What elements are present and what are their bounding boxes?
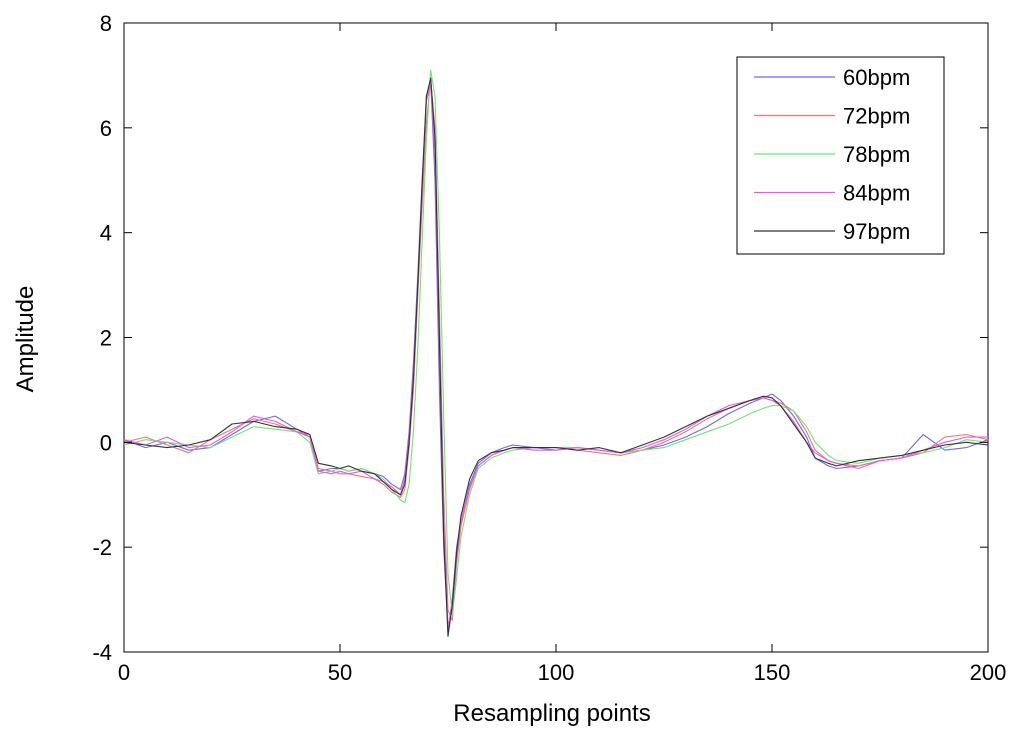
y-axis-label: Amplitude [12,286,39,393]
legend-box [736,56,945,255]
legend-label-60bpm: 60bpm [843,65,910,90]
legend-label-84bpm: 84bpm [843,181,910,206]
x-tick-label: 0 [118,660,130,685]
legend: 60bpm 72bpm 78bpm 84bpm 97bpm [736,56,945,255]
x-axis-label: Resampling points [453,700,650,727]
y-tick-label: 2 [100,326,112,351]
legend-label-78bpm: 78bpm [843,142,910,167]
series-line-84bpm [123,82,988,627]
series-line-72bpm [123,80,989,622]
y-tick-label: 4 [100,221,112,246]
x-tick-label: 50 [328,660,352,685]
axes-layer: 0 50 100 150 200 -4 -2 0 2 4 6 8 [92,11,1006,685]
legend-label-72bpm: 72bpm [843,104,910,129]
x-tick-label: 150 [754,660,791,685]
x-tick-label: 200 [970,660,1007,685]
series-line-97bpm [123,77,989,637]
y-tick-label: -2 [92,535,112,560]
y-tick-label: 0 [100,430,112,455]
series-layer [123,69,989,637]
y-tick-label: 8 [100,11,112,36]
y-tick-label: 6 [100,116,112,141]
legend-label-97bpm: 97bpm [843,219,910,244]
y-tick-label: -4 [92,640,112,665]
x-tick-label: 100 [538,660,575,685]
